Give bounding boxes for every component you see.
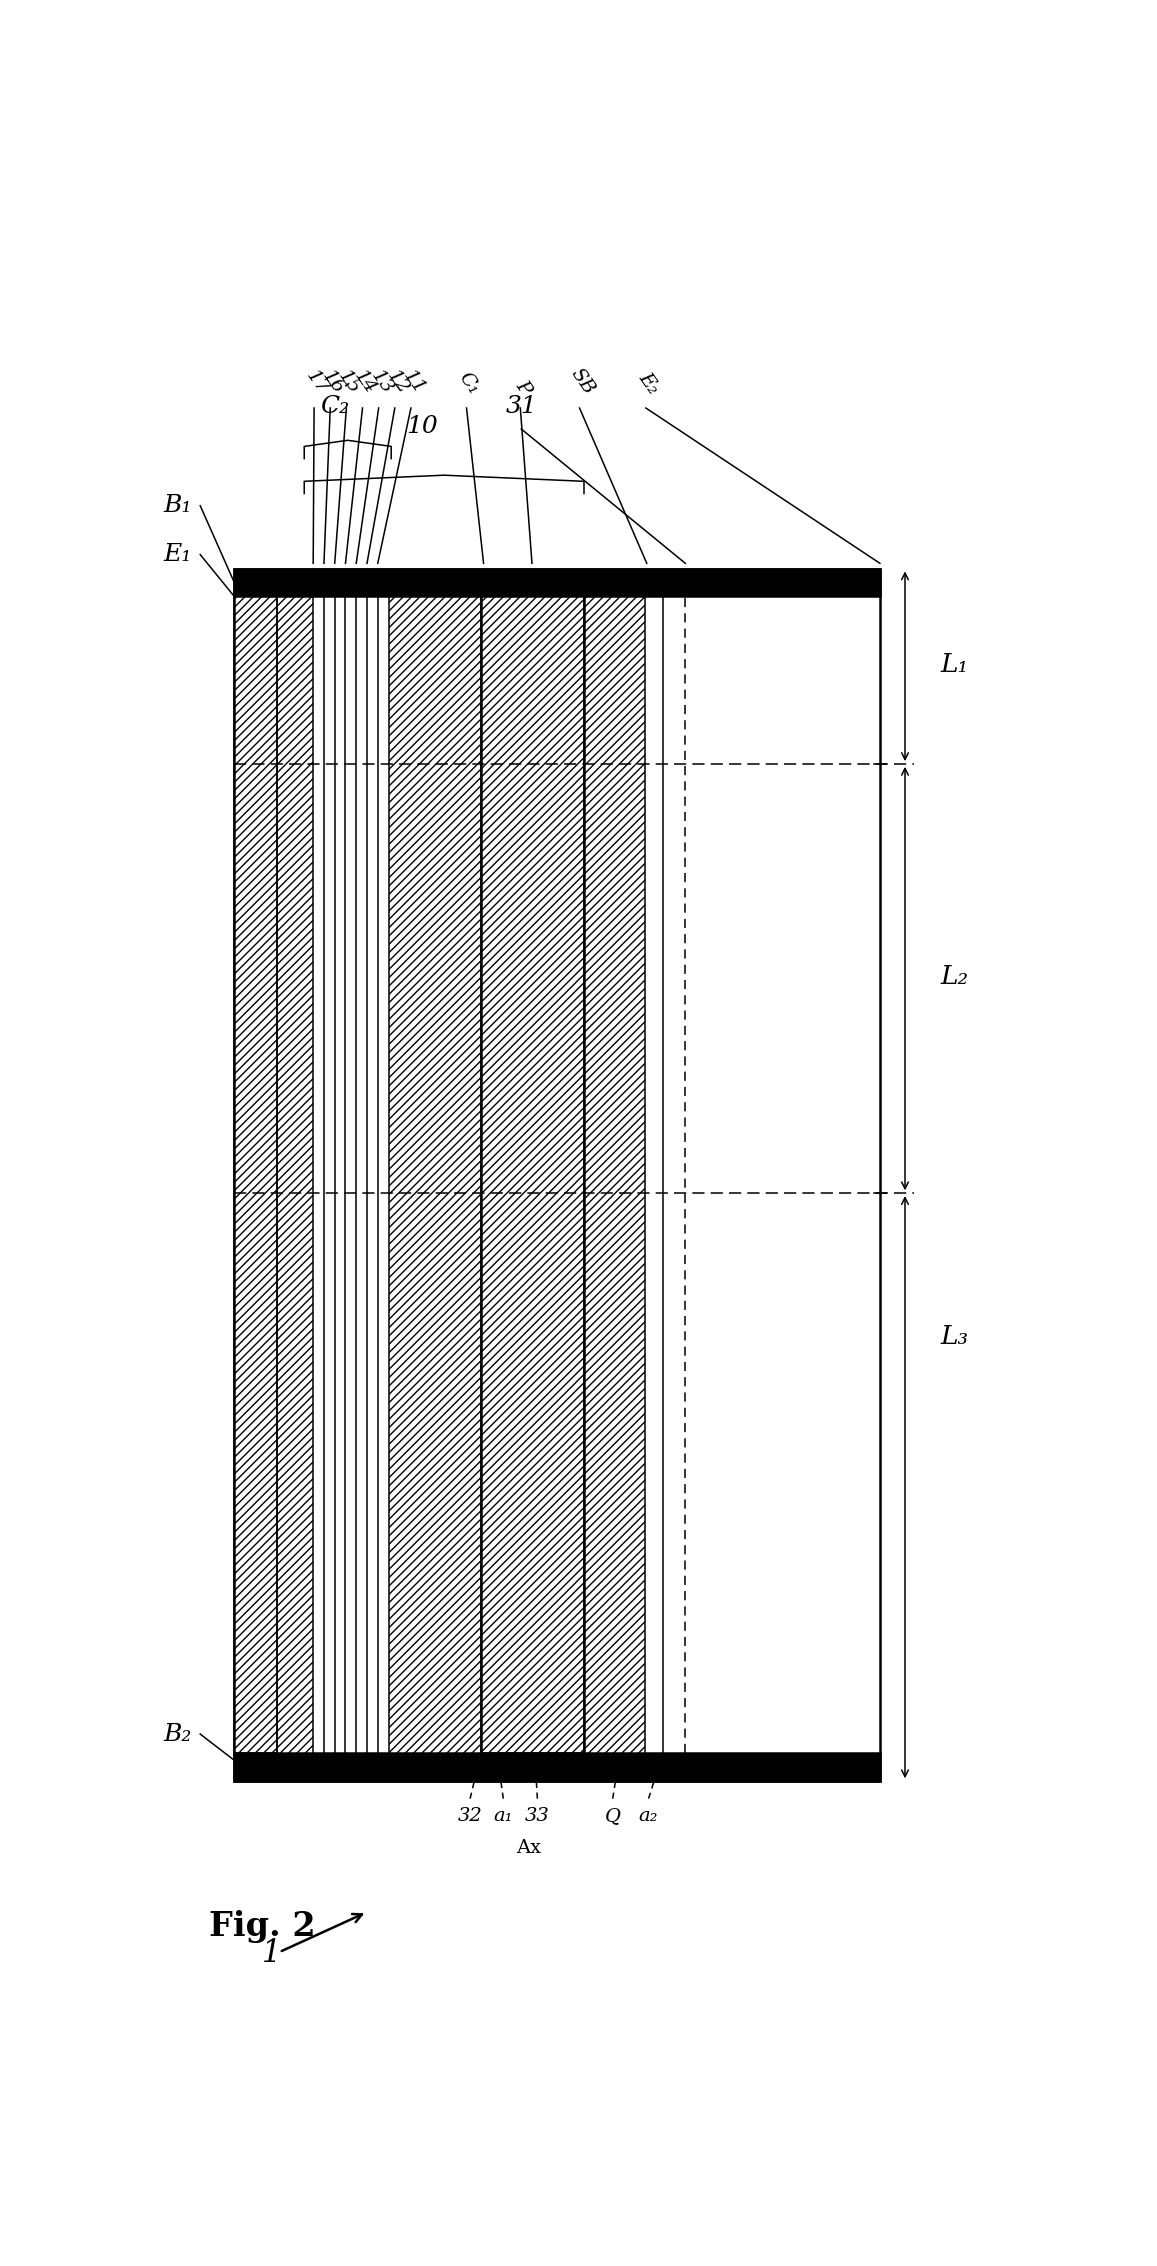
Text: P: P: [511, 376, 535, 397]
Text: L₂: L₂: [941, 965, 970, 990]
Text: 10: 10: [407, 415, 439, 437]
Text: 33: 33: [525, 1808, 550, 1826]
Bar: [234, 1754, 880, 1781]
Text: B₂: B₂: [163, 1722, 191, 1745]
Text: E₂: E₂: [635, 369, 662, 397]
Text: 1: 1: [263, 1937, 281, 1969]
Text: 16: 16: [318, 367, 347, 397]
Bar: [278, 596, 314, 1754]
Text: 15: 15: [334, 367, 363, 397]
Bar: [234, 569, 880, 596]
Text: 32: 32: [458, 1808, 482, 1826]
Bar: [234, 596, 278, 1754]
Text: C₁: C₁: [456, 369, 484, 397]
Text: L₁: L₁: [941, 653, 970, 678]
Text: 13: 13: [367, 367, 396, 397]
Text: 31: 31: [506, 397, 537, 419]
Text: C₂: C₂: [320, 397, 349, 419]
Text: E₁: E₁: [163, 544, 191, 566]
Text: SB: SB: [567, 365, 597, 397]
Text: 17: 17: [302, 367, 331, 397]
Text: Fig. 2: Fig. 2: [209, 1910, 316, 1942]
Bar: [584, 596, 644, 1754]
Text: a₂: a₂: [639, 1808, 658, 1826]
Text: Ax: Ax: [516, 1838, 541, 1856]
Bar: [389, 596, 481, 1754]
Text: L₃: L₃: [941, 1323, 970, 1348]
Text: a₁: a₁: [494, 1808, 513, 1826]
Text: 12: 12: [383, 367, 412, 397]
Text: 14: 14: [351, 367, 379, 397]
Text: Q: Q: [605, 1808, 620, 1826]
Text: B₁: B₁: [163, 494, 191, 517]
Bar: [234, 569, 880, 1781]
Bar: [481, 596, 584, 1754]
Text: 11: 11: [399, 367, 428, 397]
